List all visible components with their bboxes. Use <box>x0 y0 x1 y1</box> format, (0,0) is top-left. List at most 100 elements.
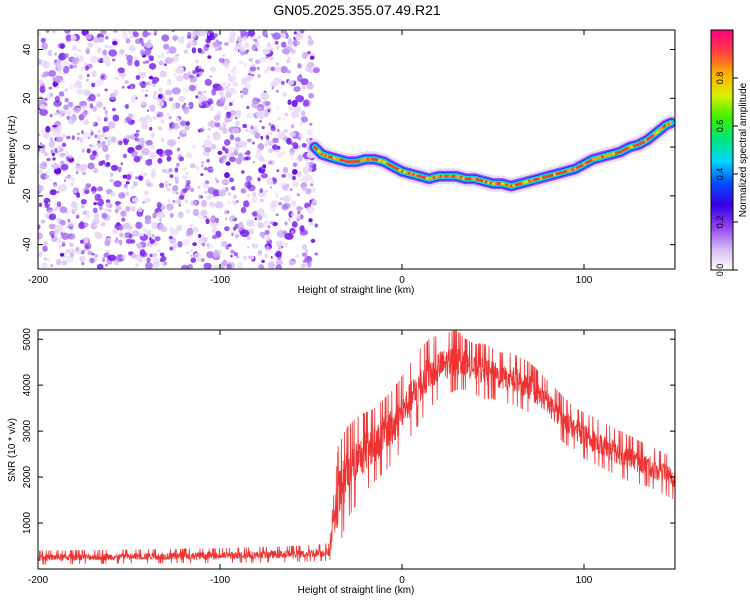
noise-speck <box>168 235 173 240</box>
noise-speck <box>106 208 109 211</box>
noise-speck <box>270 257 274 261</box>
noise-speck <box>244 50 249 55</box>
noise-speck <box>174 102 181 109</box>
noise-speck <box>232 81 239 87</box>
noise-speck <box>302 260 307 263</box>
noise-speck <box>292 162 298 168</box>
noise-speck <box>144 94 148 97</box>
noise-speck <box>238 140 248 148</box>
noise-speck <box>291 169 298 175</box>
noise-speck <box>188 71 192 75</box>
noise-speck <box>66 226 69 229</box>
noise-speck <box>121 73 126 79</box>
noise-speck <box>116 221 120 226</box>
noise-speck <box>172 199 176 204</box>
noise-speck <box>218 189 227 197</box>
noise-speck <box>51 162 60 170</box>
noise-speck <box>39 142 42 145</box>
noise-speck <box>93 223 97 227</box>
noise-speck <box>240 94 244 98</box>
noise-speck <box>224 210 230 215</box>
noise-speck <box>149 151 156 159</box>
noise-speck <box>63 108 73 115</box>
noise-speck <box>245 175 253 182</box>
noise-speck <box>90 131 94 136</box>
noise-speck <box>183 102 187 106</box>
noise-speck <box>81 105 87 111</box>
noise-speck <box>74 53 77 56</box>
noise-speck <box>212 234 218 240</box>
noise-speck <box>297 172 301 176</box>
noise-speck <box>104 88 108 92</box>
noise-speck <box>281 80 285 86</box>
noise-speck <box>176 75 184 82</box>
noise-speck <box>212 83 219 89</box>
doppler-trace-core <box>662 124 667 129</box>
noise-speck <box>178 204 181 207</box>
noise-speck <box>298 133 304 141</box>
noise-speck <box>138 137 145 144</box>
noise-speck <box>244 152 247 155</box>
noise-speck <box>125 117 131 122</box>
noise-speck <box>205 30 209 33</box>
noise-speck <box>84 110 89 115</box>
noise-speck <box>265 56 269 59</box>
noise-speck <box>226 263 233 269</box>
noise-speck <box>70 182 75 187</box>
noise-speck <box>240 90 243 94</box>
noise-speck <box>207 55 212 59</box>
noise-speck <box>100 30 107 35</box>
noise-speck <box>288 41 294 47</box>
noise-speck <box>206 135 211 139</box>
noise-speck <box>228 83 231 87</box>
noise-speck <box>89 103 94 109</box>
noise-speck <box>63 65 70 74</box>
noise-speck <box>155 260 160 267</box>
noise-speck <box>186 172 189 175</box>
noise-speck <box>108 49 118 57</box>
doppler-trace-core <box>313 145 318 150</box>
noise-speck <box>179 120 187 127</box>
noise-speck <box>61 152 66 157</box>
noise-speck <box>114 76 119 81</box>
noise-speck <box>65 88 69 92</box>
noise-speck <box>56 190 60 194</box>
noise-speck <box>110 164 119 171</box>
noise-speck <box>314 223 319 228</box>
noise-speck <box>264 253 269 258</box>
noise-speck <box>39 148 44 152</box>
noise-speck <box>40 37 46 44</box>
noise-speck <box>184 183 191 191</box>
noise-speck <box>213 136 218 141</box>
noise-speck <box>234 145 238 149</box>
noise-speck <box>141 148 151 156</box>
noise-speck <box>225 111 232 119</box>
noise-speck <box>201 199 208 208</box>
noise-speck <box>75 214 80 219</box>
noise-speck <box>165 183 169 189</box>
noise-speck <box>171 122 180 130</box>
noise-speck <box>193 252 201 259</box>
noise-speck <box>283 230 287 235</box>
noise-speck <box>282 92 287 97</box>
noise-speck <box>171 30 176 33</box>
noise-speck <box>146 257 151 264</box>
noise-speck <box>190 249 194 254</box>
noise-speck <box>118 48 125 55</box>
noise-speck <box>54 231 60 236</box>
noise-speck <box>57 184 68 192</box>
noise-speck <box>111 107 117 112</box>
noise-speck <box>291 200 297 206</box>
noise-speck <box>65 34 72 42</box>
noise-speck <box>183 72 190 80</box>
noise-speck <box>299 225 305 232</box>
noise-speck <box>243 255 248 261</box>
noise-speck <box>145 159 153 166</box>
noise-speck <box>203 215 208 219</box>
noise-speck <box>140 50 146 56</box>
noise-speck <box>50 126 55 132</box>
noise-speck <box>112 114 120 122</box>
noise-speck <box>168 183 172 186</box>
noise-speck <box>282 151 285 155</box>
noise-speck <box>197 94 207 102</box>
